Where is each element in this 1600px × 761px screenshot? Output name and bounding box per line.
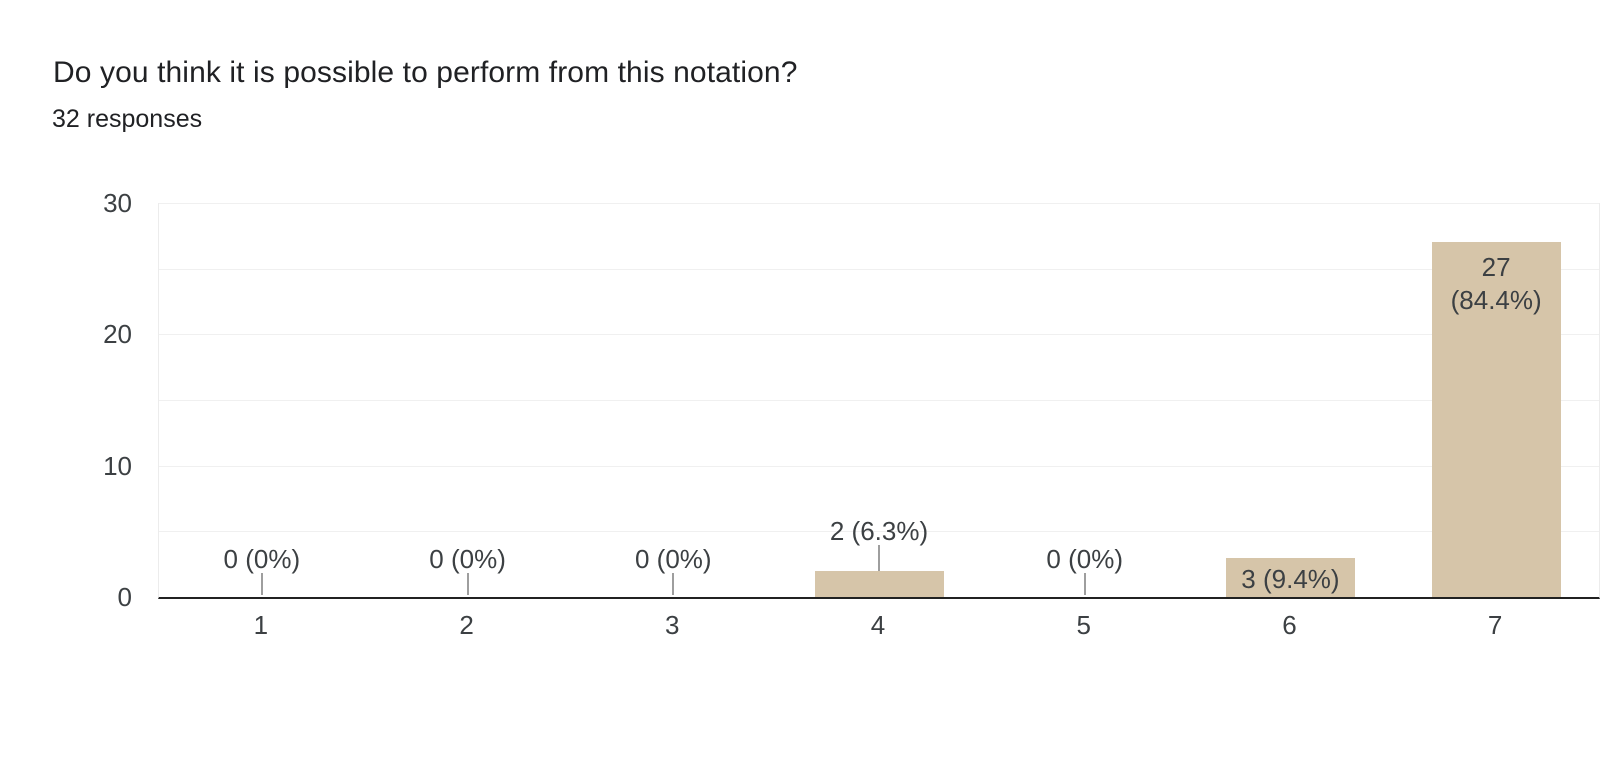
- response-count: 32 responses: [52, 105, 203, 133]
- plot-area: 0 (0%) 0 (0%) 0 (0%) 2 (6.3%) 0 (0%) 3 (9.4%)…: [158, 203, 1600, 599]
- x-tick-label: 1: [253, 610, 269, 640]
- bar-value-label: 27 (84.4%): [1450, 252, 1542, 316]
- gridline: [159, 465, 1599, 467]
- label-leader-line: [878, 544, 880, 571]
- gridline: [159, 334, 1599, 336]
- y-tick-label: 10: [103, 450, 132, 481]
- label-leader-line: [672, 573, 675, 595]
- x-tick-label: 3: [665, 610, 680, 640]
- x-tick-label: 7: [1487, 610, 1503, 640]
- y-tick-label: 20: [103, 319, 132, 350]
- gridline: [159, 531, 1599, 533]
- bar-6[interactable]: [1225, 557, 1355, 597]
- y-tick-label: 30: [103, 188, 132, 218]
- bar-value-label: 0 (0%): [223, 544, 301, 574]
- bar-4[interactable]: [814, 570, 944, 597]
- bar-value-label: 3 (9.4%): [1241, 564, 1340, 594]
- x-tick-label: 5: [1076, 610, 1091, 640]
- x-tick-label: 2: [459, 610, 474, 640]
- label-leader-line: [466, 573, 469, 595]
- gridline: [159, 203, 1599, 204]
- bar-value-label: 2 (6.3%): [829, 515, 929, 546]
- gridline: [159, 400, 1599, 401]
- x-tick-label: 4: [870, 610, 886, 640]
- bar-7[interactable]: [1431, 242, 1561, 597]
- bar-value-label: 0 (0%): [1046, 544, 1123, 574]
- question-title: Do you think it is possible to perform f…: [53, 56, 798, 89]
- bar-value-label: 0 (0%): [634, 544, 712, 574]
- x-tick-label: 6: [1282, 610, 1297, 640]
- label-leader-line: [260, 573, 263, 595]
- gridline: [159, 268, 1599, 270]
- bar-value-label: 0 (0%): [429, 544, 506, 574]
- label-leader-line: [1083, 573, 1086, 595]
- y-tick-label: 0: [117, 582, 132, 612]
